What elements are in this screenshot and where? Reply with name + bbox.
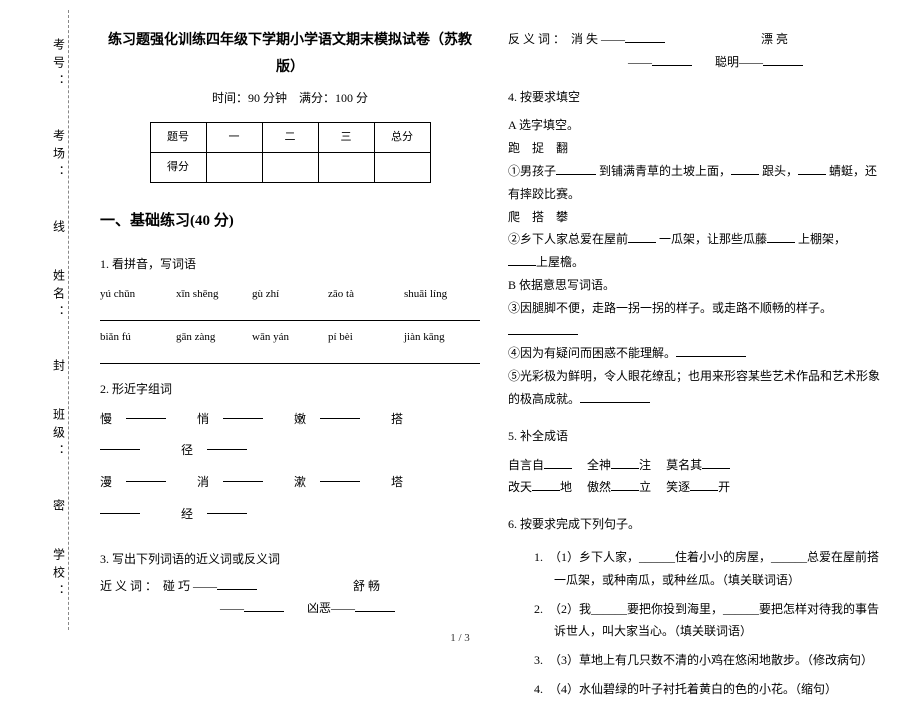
q1-pinyin: yú chǔn [100,284,176,305]
question-5: 5. 补全成语 自言自 全神注 莫名其 改天地 傲然立 笑逐开 [508,425,888,499]
q2-char: 经 [181,502,261,530]
q1-pinyin: zāo tà [328,284,404,305]
binding-margin: 学校： 密 班级： 封 姓名： 线 考场： 考号： [38,0,80,640]
question-2: 2. 形近字组词 慢 悄 嫩 搭 径 漫 消 漱 塔 经 [100,378,480,534]
section-1-heading: 一、基础练习(40 分) [100,207,480,236]
q1-pinyin: jiàn kāng [404,327,480,348]
margin-label-school: 学校： [51,548,68,602]
q6-item-1: 1. （1）乡下人家，______住着小小的房屋，______总爱在屋前搭一瓜架… [534,546,888,592]
score-header-1: 一 [206,122,262,152]
q2-char: 径 [181,438,261,466]
answer-blank[interactable] [252,307,328,321]
q6-item-4: 4. （4）水仙碧绿的叶子衬托着黄白的色的小花。（缩句） [534,678,888,701]
margin-label-name: 姓名： [51,269,68,323]
question-3: 3. 写出下列词语的近义词或反义词 近 义 词 ： 碰 巧 —— 舒 畅 —— … [100,548,480,620]
margin-char-xian: 线 [51,220,68,232]
score-header-2: 二 [262,122,318,152]
score-cell-3[interactable] [318,152,374,182]
q4-a-label: A 选字填空。 [508,114,888,137]
exam-title: 练习题强化训练四年级下学期小学语文期末模拟试卷（苏教版） [100,28,480,81]
score-header-0: 题号 [150,122,206,152]
q3-antonym-row2: —— 聪明—— [508,51,888,74]
answer-blank[interactable] [508,323,578,335]
score-table: 题号 一 二 三 总分 得分 [150,122,431,183]
q1-pinyin: pí bèi [328,327,404,348]
q2-char: 漱 [294,470,374,498]
score-header-3: 三 [318,122,374,152]
answer-blank[interactable] [100,438,140,450]
q4-b4: ④因为有疑问而困惑不能理解。 [508,342,888,365]
question-6: 6. 按要求完成下列句子。 1. （1）乡下人家，______住着小小的房屋，_… [508,513,888,701]
q2-char: 漫 [100,470,180,498]
q4-a2-sentence-cont: 上屋檐。 [508,251,888,274]
answer-blank[interactable] [176,307,252,321]
q1-pinyin: shuāi líng [404,284,480,305]
q3-label: 3. 写出下列词语的近义词或反义词 [100,548,480,571]
score-cell-2[interactable] [262,152,318,182]
answer-blank[interactable] [252,350,328,364]
q4-b3: ③因腿脚不便，走路一拐一拐的样子。或走路不顺畅的样子。 [508,297,888,320]
score-cell-1[interactable] [206,152,262,182]
q2-char: 悄 [197,407,277,435]
question-1: 1. 看拼音，写词语 yú chǔn xīn shēng gù zhí zāo … [100,253,480,364]
margin-char-mi: 密 [51,499,68,511]
q2-char: 搭 [391,408,417,435]
q6-label: 6. 按要求完成下列句子。 [508,513,888,536]
margin-char-feng: 封 [51,359,68,371]
right-column: 反 义 词 ： 消 失 —— 漂 亮 —— 聪明—— 4. 按要求填空 A 选字… [508,28,888,715]
page-content: 练习题强化训练四年级下学期小学语文期末模拟试卷（苏教版） 时间：90 分钟 满分… [100,28,900,715]
page-footer: 1 / 3 [0,632,920,644]
margin-label-room: 考场： [51,129,68,183]
score-row-label: 得分 [150,152,206,182]
q4-a1-chars: 跑 捉 翻 [508,137,888,160]
answer-blank[interactable] [100,350,176,364]
margin-label-class: 班级： [51,408,68,462]
q1-pinyin: biǎn fú [100,327,176,348]
q1-label: 1. 看拼音，写词语 [100,253,480,276]
answer-blank[interactable] [100,307,176,321]
q1-pinyin: gù zhí [252,284,328,305]
answer-blank[interactable] [176,350,252,364]
q4-a1-sentence: ①男孩子 到铺满青草的土坡上面， 跟头， 蜻蜓，还有摔跤比赛。 [508,160,888,206]
answer-blank[interactable] [328,350,404,364]
answer-blank[interactable] [328,307,404,321]
exam-time-score: 时间：90 分钟 满分：100 分 [100,87,480,110]
score-header-4: 总分 [374,122,430,152]
q2-char: 塔 [391,471,417,498]
margin-label-number: 考号： [51,38,68,92]
q3-synonym-row: 近 义 词 ： 碰 巧 —— 舒 畅 [100,575,480,598]
q1-pinyin: gān zàng [176,327,252,348]
q4-b5: ⑤光彩极为鲜明，令人眼花缭乱；也用来形容某些艺术作品和艺术形象的极高成就。 [508,365,888,411]
q4-a2-chars: 爬 搭 攀 [508,206,888,229]
q4-label: 4. 按要求填空 [508,86,888,109]
q4-b-label: B 依据意思写词语。 [508,274,888,297]
q2-char: 慢 [100,407,180,435]
q1-pinyin: xīn shēng [176,284,252,305]
q2-char: 消 [197,470,277,498]
answer-blank[interactable] [404,307,480,321]
score-cell-total[interactable] [374,152,430,182]
left-column: 练习题强化训练四年级下学期小学语文期末模拟试卷（苏教版） 时间：90 分钟 满分… [100,28,480,715]
q3-antonym-row: 反 义 词 ： 消 失 —— 漂 亮 [508,28,888,51]
answer-blank[interactable] [404,350,480,364]
answer-blank[interactable] [100,502,140,514]
q2-char: 嫩 [294,407,374,435]
q5-line1: 自言自 全神注 莫名其 [508,454,888,477]
q4-a2-sentence: ②乡下人家总爱在屋前 一瓜架，让那些瓜藤 上棚架， [508,228,888,251]
q5-label: 5. 补全成语 [508,425,888,448]
q2-label: 2. 形近字组词 [100,378,480,401]
q6-item-3: 3. （3）草地上有几只数不清的小鸡在悠闲地散步。（修改病句） [534,649,888,672]
q5-line2: 改天地 傲然立 笑逐开 [508,476,888,499]
question-4: 4. 按要求填空 A 选字填空。 跑 捉 翻 ①男孩子 到铺满青草的土坡上面， … [508,86,888,411]
q3-synonym-row2: —— 凶恶—— [100,597,480,620]
q1-pinyin: wān yán [252,327,328,348]
